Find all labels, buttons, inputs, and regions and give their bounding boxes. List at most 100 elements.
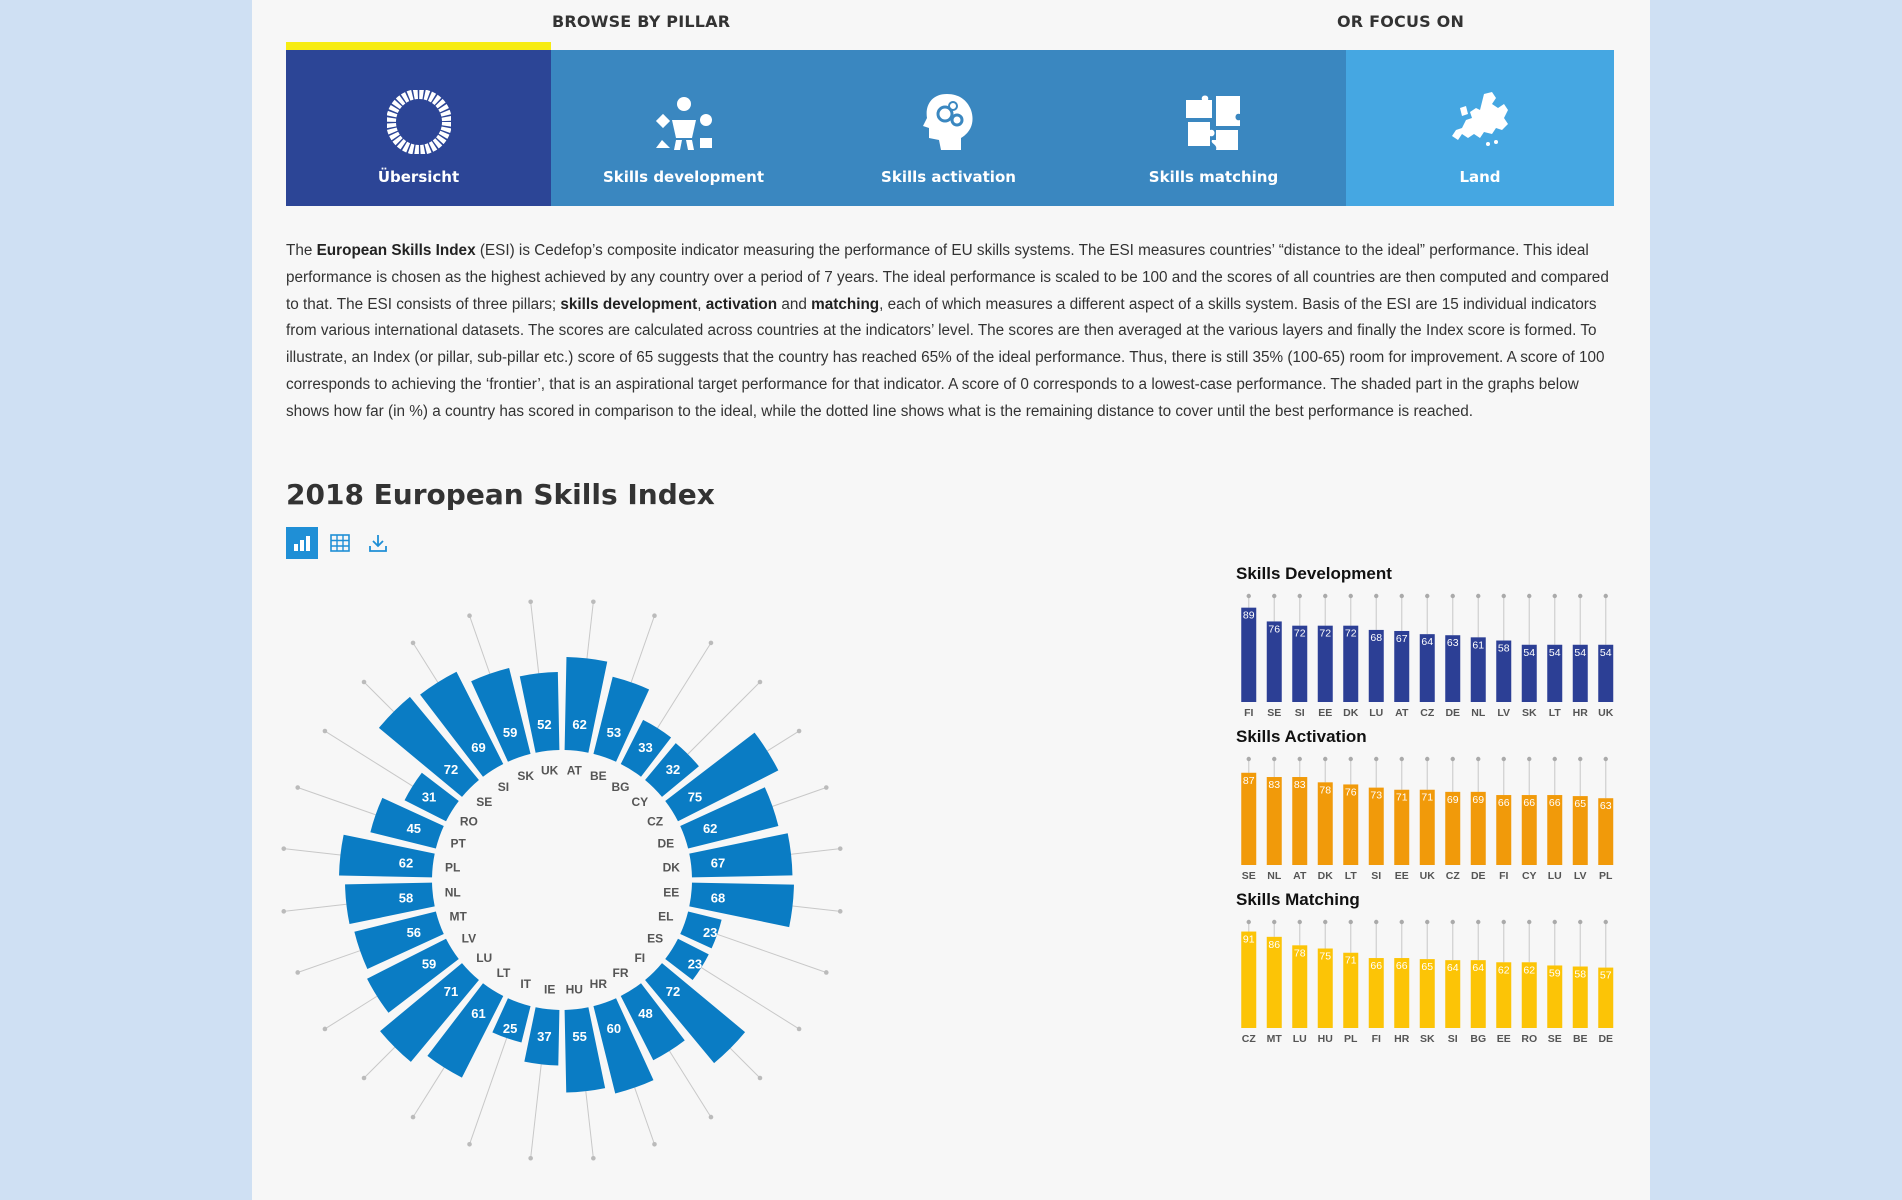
polar-bar-BG[interactable]: [620, 719, 672, 777]
bar-value-label: 66: [1396, 960, 1408, 972]
bar-SK[interactable]: [1521, 644, 1537, 702]
bar-SI[interactable]: [1292, 625, 1308, 702]
bar-PL[interactable]: [1343, 952, 1359, 1028]
tab-skills-development[interactable]: Skills development: [551, 50, 816, 206]
bar-UK[interactable]: [1419, 789, 1435, 865]
polar-bar-EL[interactable]: [680, 911, 722, 949]
bar-BE[interactable]: [1572, 966, 1588, 1028]
polar-bar-LT[interactable]: [427, 983, 504, 1078]
polar-bar-BE[interactable]: [593, 676, 650, 762]
bar-SE[interactable]: [1241, 772, 1257, 865]
bar-NL[interactable]: [1266, 777, 1282, 865]
polar-bar-FR[interactable]: [620, 983, 685, 1061]
polar-bar-CZ[interactable]: [665, 732, 779, 822]
bar-LU[interactable]: [1292, 945, 1308, 1028]
polar-bar-CY[interactable]: [645, 743, 699, 797]
tab-label: Übersicht: [377, 168, 460, 186]
bar-DE[interactable]: [1598, 967, 1614, 1028]
bar-RO[interactable]: [1521, 962, 1537, 1028]
bar-CZ[interactable]: [1241, 931, 1257, 1028]
table-view-button[interactable]: [324, 527, 356, 559]
bar-guide-dot: [1425, 593, 1430, 599]
tab-skills-matching[interactable]: Skills matching: [1081, 50, 1346, 206]
bar-HU[interactable]: [1317, 948, 1333, 1029]
bar-CZ[interactable]: [1419, 634, 1435, 702]
bar-DE[interactable]: [1445, 635, 1461, 702]
bar-NL[interactable]: [1470, 637, 1486, 702]
polar-bar-PT[interactable]: [370, 797, 444, 849]
bar-SE[interactable]: [1266, 621, 1282, 702]
polar-guide-dot: [591, 599, 596, 605]
bar-SK[interactable]: [1419, 959, 1435, 1028]
bar-LU[interactable]: [1547, 795, 1563, 865]
polar-bar-EE[interactable]: [689, 882, 794, 928]
bar-AT[interactable]: [1292, 777, 1308, 865]
bar-EE[interactable]: [1317, 625, 1333, 702]
polar-bar-AT[interactable]: [564, 657, 608, 753]
polar-bar-UK[interactable]: [519, 672, 560, 753]
bar-FI[interactable]: [1241, 607, 1257, 702]
download-icon: [369, 535, 387, 552]
polar-bar-IT[interactable]: [492, 998, 531, 1043]
bar-FI[interactable]: [1496, 795, 1512, 865]
polar-guide-dot: [757, 1075, 763, 1081]
polar-bar-RO[interactable]: [404, 772, 459, 822]
polar-bar-ES[interactable]: [665, 938, 709, 980]
europe-map-icon: [1452, 92, 1508, 146]
tab-overview[interactable]: Übersicht: [286, 50, 551, 206]
polar-bar-SI[interactable]: [420, 671, 504, 777]
bar-AT[interactable]: [1394, 630, 1410, 702]
polar-bar-SK[interactable]: [471, 667, 531, 762]
polar-bar-NL[interactable]: [345, 882, 435, 925]
bar-DK[interactable]: [1317, 782, 1333, 865]
bar-LT[interactable]: [1343, 784, 1359, 865]
bar-PL[interactable]: [1598, 798, 1614, 865]
bar-SI[interactable]: [1368, 787, 1384, 865]
bar-HR[interactable]: [1394, 958, 1410, 1028]
polar-bar-PL[interactable]: [339, 834, 435, 878]
bar-category-label: SK: [1420, 1033, 1435, 1045]
bar-EE[interactable]: [1394, 789, 1410, 865]
polar-bar-DE[interactable]: [680, 787, 779, 849]
bar-guide-dot: [1552, 593, 1557, 599]
polar-guide-dot: [410, 640, 416, 646]
tab-skills-activation[interactable]: Skills activation: [816, 50, 1081, 206]
polar-bar-SE[interactable]: [378, 696, 479, 797]
polar-bar-HU[interactable]: [564, 1007, 606, 1093]
bar-guide-dot: [1399, 756, 1404, 762]
polar-bar-LU[interactable]: [380, 963, 479, 1062]
bar-guide-dot: [1476, 593, 1481, 599]
bar-HR[interactable]: [1572, 644, 1588, 702]
bar-MT[interactable]: [1266, 936, 1282, 1028]
polar-bar-HR[interactable]: [593, 998, 654, 1094]
bar-CY[interactable]: [1521, 795, 1537, 865]
bar-BG[interactable]: [1470, 960, 1486, 1028]
bar-SI[interactable]: [1445, 960, 1461, 1028]
bar-LV[interactable]: [1572, 796, 1588, 865]
bar-DK[interactable]: [1343, 625, 1359, 702]
polar-guide-dot: [837, 909, 843, 914]
bar-DE[interactable]: [1470, 791, 1486, 865]
content-panel: BROWSE BY PILLAR OR FOCUS ON Übersicht: [252, 0, 1650, 1200]
polar-bar-MT[interactable]: [354, 911, 444, 969]
polar-bar-DK[interactable]: [689, 833, 793, 878]
bar-category-label: CZ: [1420, 707, 1435, 719]
download-button[interactable]: [362, 527, 394, 559]
bar-SE[interactable]: [1547, 965, 1563, 1028]
bar-UK[interactable]: [1598, 644, 1614, 702]
polar-bar-FI[interactable]: [645, 963, 746, 1064]
polar-bar-LV[interactable]: [367, 938, 459, 1013]
bar-LV[interactable]: [1496, 640, 1512, 702]
bar-FI[interactable]: [1368, 958, 1384, 1028]
bar-EE[interactable]: [1496, 962, 1512, 1028]
chart-view-button[interactable]: [286, 527, 318, 559]
tab-country[interactable]: Land: [1346, 50, 1614, 206]
bar-LT[interactable]: [1547, 644, 1563, 702]
polar-guide-dot: [281, 846, 287, 851]
bar-LU[interactable]: [1368, 629, 1384, 702]
polar-bar-IE[interactable]: [524, 1007, 560, 1066]
bar-CZ[interactable]: [1445, 791, 1461, 865]
polar-guide-dot: [361, 679, 367, 685]
intro-text-part: and: [777, 295, 812, 313]
polar-country-label: PL: [445, 861, 460, 875]
